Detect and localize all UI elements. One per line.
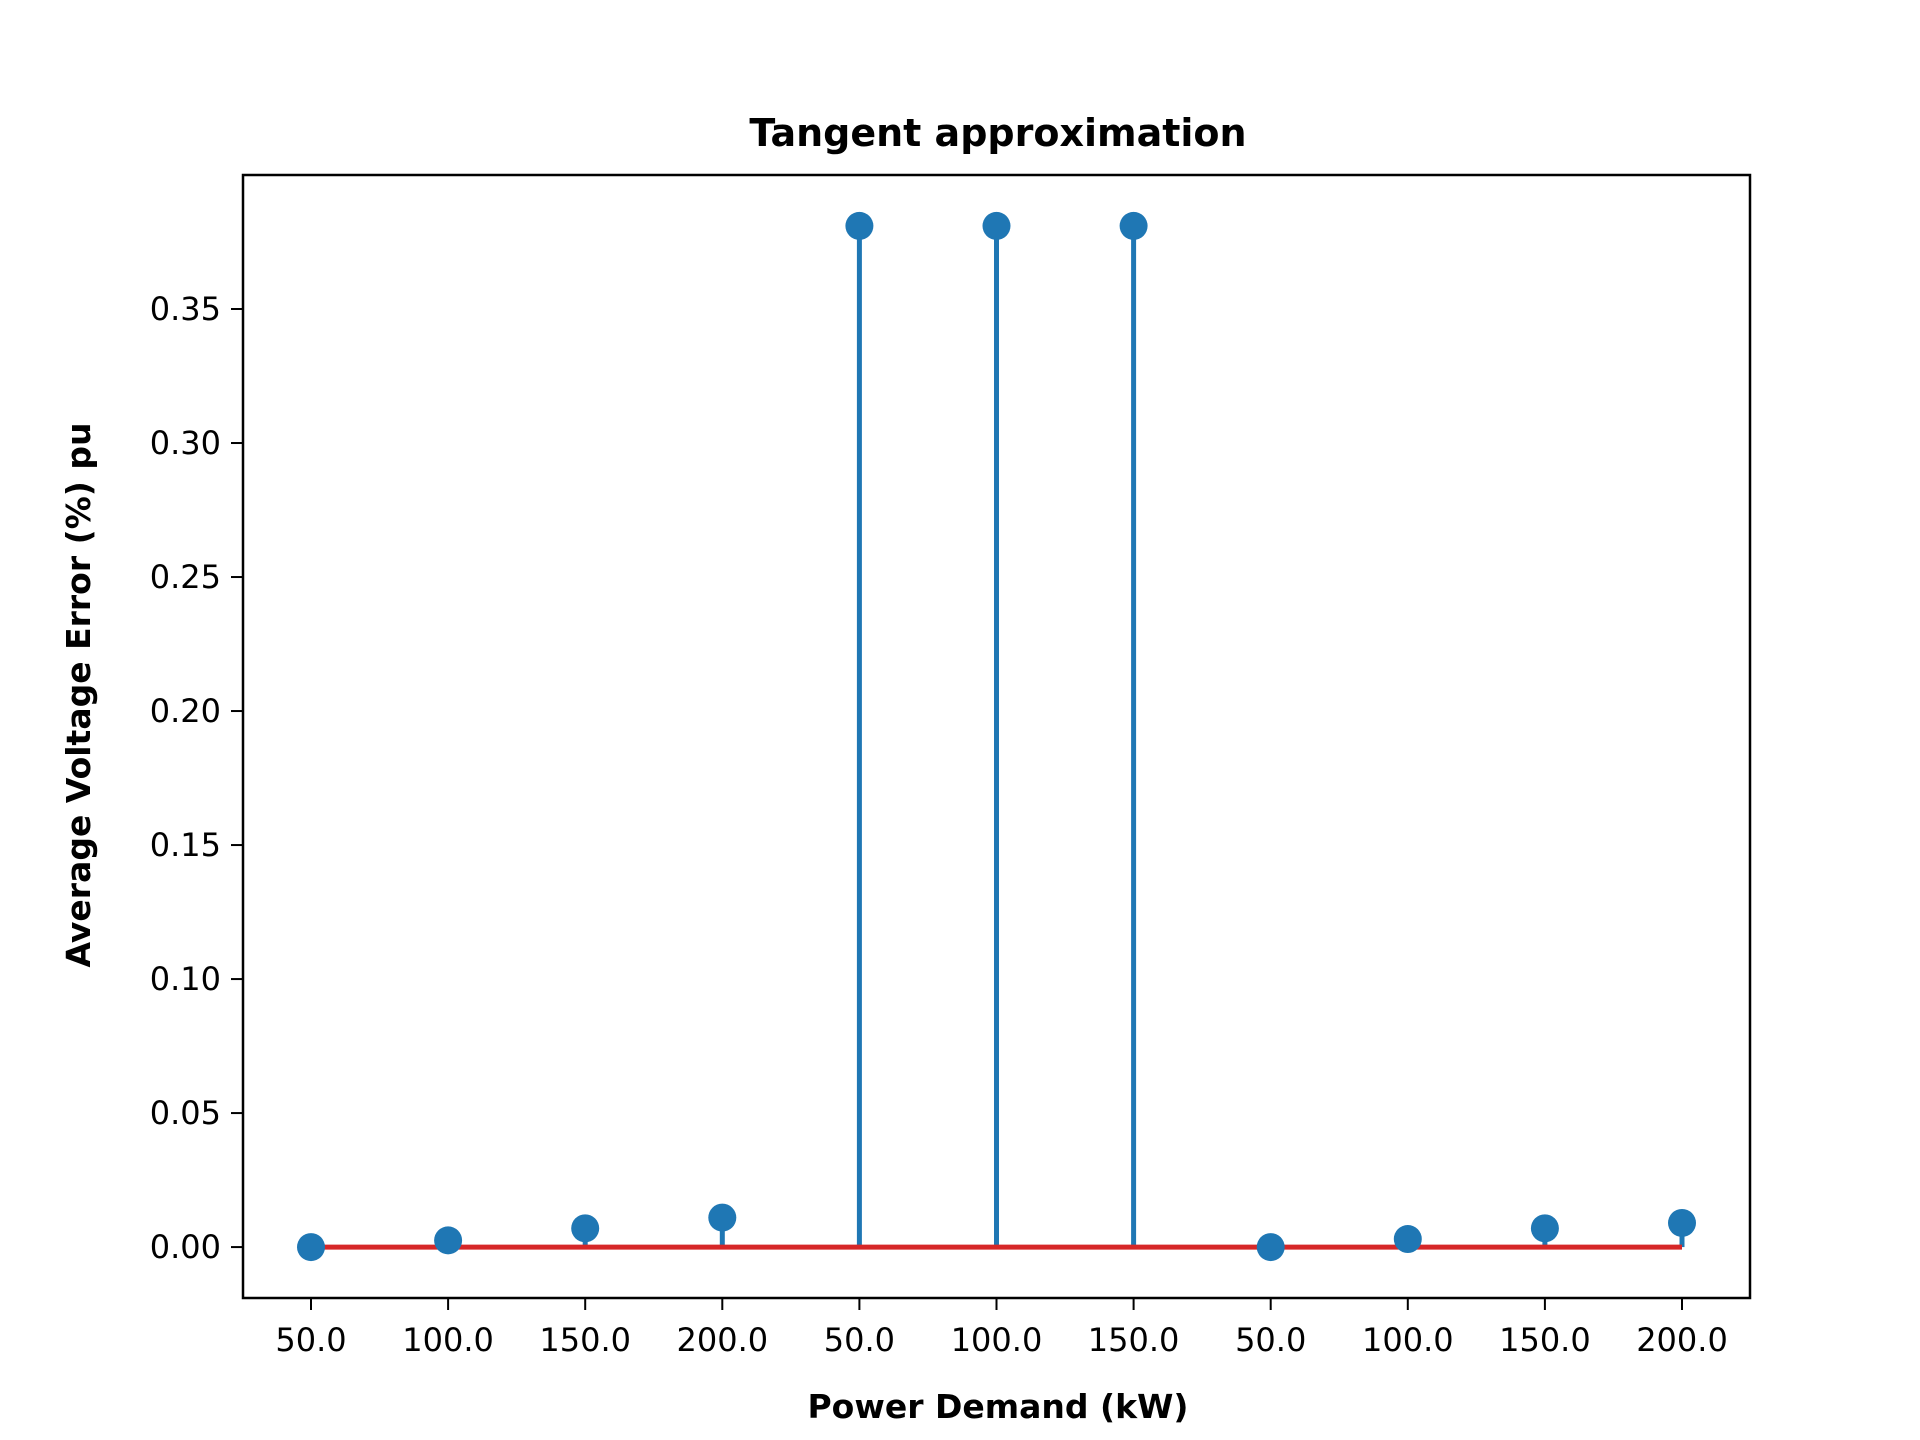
y-tick-label: 0.05 <box>150 1094 221 1132</box>
y-tick-label: 0.10 <box>150 960 221 998</box>
x-tick-label: 50.0 <box>824 1321 895 1359</box>
x-tick-label: 150.0 <box>1499 1321 1591 1359</box>
x-tick-label: 200.0 <box>676 1321 768 1359</box>
x-tick-label: 100.0 <box>402 1321 494 1359</box>
stem-marker <box>434 1226 463 1255</box>
y-axis: 0.00 0.05 0.10 0.15 0.20 0.25 0.30 0.35 <box>150 290 243 1266</box>
x-axis-label: Power Demand (kW) <box>807 1387 1188 1426</box>
stem-marker <box>1119 211 1148 240</box>
x-axis: 50.0 100.0 150.0 200.0 50.0 100.0 150.0 50.0 100… <box>275 1298 1728 1359</box>
stem-marker <box>1393 1225 1422 1254</box>
stem-marker <box>297 1233 325 1262</box>
y-tick-label: 0.20 <box>150 692 221 730</box>
y-tick-label: 0.30 <box>150 424 221 462</box>
x-tick-label: 150.0 <box>539 1321 631 1359</box>
y-tick-label: 0.00 <box>150 1228 221 1266</box>
x-tick-label: 100.0 <box>951 1321 1043 1359</box>
stem-marker <box>845 211 874 240</box>
y-tick-label: 0.15 <box>150 826 221 864</box>
x-tick-label: 50.0 <box>275 1321 346 1359</box>
x-tick-label: 150.0 <box>1088 1321 1180 1359</box>
stem-marker <box>1668 1208 1696 1237</box>
stem-marker <box>571 1214 600 1243</box>
y-tick-label: 0.35 <box>150 290 221 328</box>
x-tick-label: 100.0 <box>1362 1321 1454 1359</box>
stem-lines <box>445 225 1685 1248</box>
x-tick-label: 200.0 <box>1636 1321 1728 1359</box>
stem-markers <box>297 211 1696 1262</box>
x-tick-label: 50.0 <box>1235 1321 1306 1359</box>
stem-marker <box>982 211 1011 240</box>
chart-title: Tangent approximation <box>749 111 1246 155</box>
y-axis-label: Average Voltage Error (%) pu <box>59 423 98 968</box>
stem-marker <box>1530 1214 1559 1243</box>
stem-marker <box>708 1203 737 1232</box>
y-tick-label: 0.25 <box>150 558 221 596</box>
stem-marker <box>1256 1233 1285 1262</box>
